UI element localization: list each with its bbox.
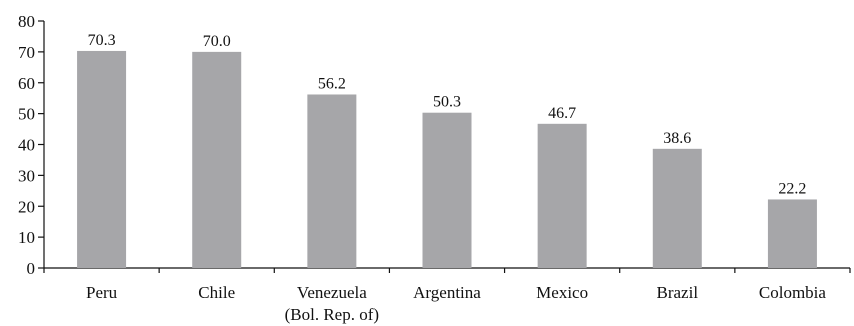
bar [767,199,817,268]
category-label: Venezuela [297,283,367,302]
bar [192,51,242,268]
category-label: Peru [86,283,118,302]
category-label: Colombia [759,283,827,302]
y-tick-label: 80 [18,12,35,31]
data-label: 70.0 [203,33,231,50]
y-tick-label: 60 [18,74,35,93]
bar [307,94,357,268]
bar [422,112,472,268]
category-label: Chile [198,283,235,302]
bar [77,50,127,269]
data-label: 56.2 [318,75,346,92]
y-tick-label: 10 [18,228,35,247]
y-axis: 0 10 20 30 40 50 60 70 80 [18,12,45,278]
category-label: Argentina [413,283,481,302]
category-label: Brazil [657,283,699,302]
category-label: (Bol. Rep. of) [285,305,379,324]
bars: 70.3 70.0 56.2 50.3 46.7 38.6 22.2 [77,32,817,269]
y-tick-label: 20 [18,197,35,216]
y-tick-label: 0 [27,259,36,278]
data-label: 50.3 [433,94,461,111]
data-label: 38.6 [663,130,691,147]
bar [652,148,702,268]
y-tick-label: 70 [18,43,35,62]
data-label: 46.7 [548,105,576,122]
category-label: Mexico [536,283,588,302]
data-label: 22.2 [778,180,806,197]
data-label: 70.3 [88,32,116,49]
y-tick-label: 50 [18,105,35,124]
y-tick-label: 40 [18,136,35,155]
x-axis: Peru Chile Venezuela (Bol. Rep. of) Argentin… [43,267,851,324]
bar [537,123,587,268]
y-tick-label: 30 [18,166,35,185]
